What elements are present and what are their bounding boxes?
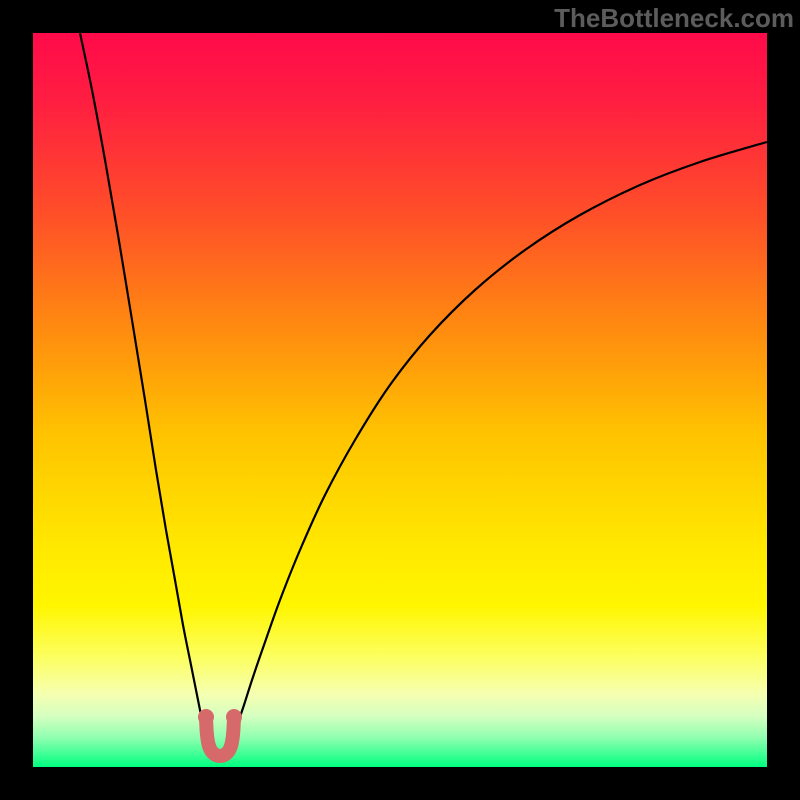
curve-right-branch	[234, 142, 767, 736]
valley-marker-dot	[198, 709, 214, 725]
curve-layer	[0, 0, 800, 800]
curve-left-branch	[80, 33, 206, 736]
chart-canvas: TheBottleneck.com	[0, 0, 800, 800]
valley-marker	[206, 719, 234, 756]
watermark-text: TheBottleneck.com	[554, 3, 794, 34]
valley-marker-dot	[226, 709, 242, 725]
